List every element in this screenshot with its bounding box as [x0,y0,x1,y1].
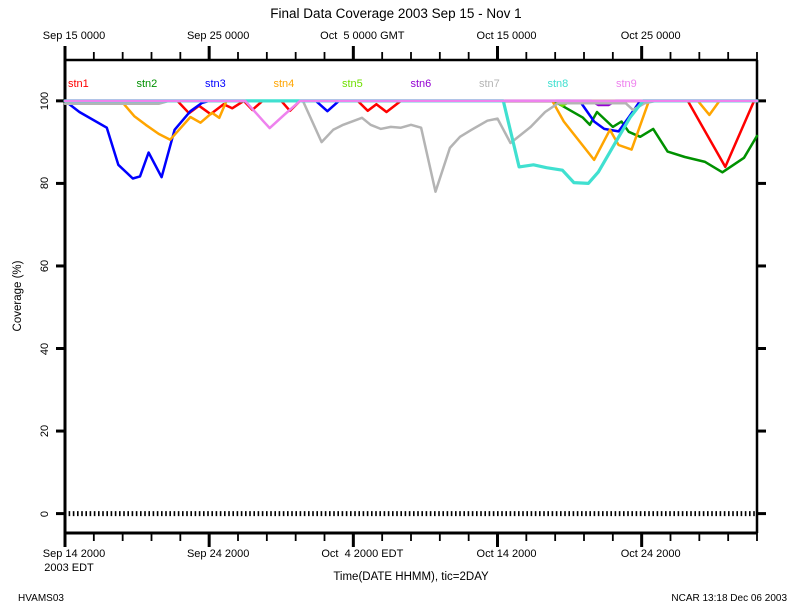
series-line-stn9 [63,99,759,130]
y-axis-tick-label: 0 [39,510,51,517]
legend-item-stn5: stn5 [342,78,363,90]
legend-item-stn7: stn7 [479,78,500,90]
y-axis-tick-label: 40 [39,342,51,355]
credit-timestamp-label: NCAR 13:18 Dec 06 2003 [671,593,787,604]
bottom-axis-tick-label: Oct 24 2000 [620,548,681,560]
bottom-axis-tick-label: Sep 24 2000 [186,548,250,560]
bottom-axis-tick-label2: 2003 EDT [44,562,94,574]
series-line-stn8 [63,99,759,185]
y-axis-tick-label: 100 [39,91,51,111]
legend-item-stn9: stn9 [616,78,637,90]
top-axis-tick-label: Oct 25 0000 [620,30,681,42]
bottom-axis-tick-label: Sep 14 2000 [42,548,106,560]
top-axis-tick-label: Sep 15 0000 [42,30,106,42]
legend-item-stn4: stn4 [273,78,295,90]
x-axis-title: Time(DATE HHMM), tic=2DAY [333,571,489,583]
series-line-stn7 [63,99,759,193]
top-axis-tick-label: Oct 15 0000 [476,30,537,42]
y-axis-tick-label: 80 [39,177,51,190]
legend-item-stn1: stn1 [68,78,89,90]
project-id-label: HVAMS03 [18,593,64,604]
y-axis-tick-label: 60 [39,259,51,273]
legend-item-stn3: stn3 [205,78,226,90]
series-line-stn2 [63,99,759,174]
legend-item-stn2: stn2 [136,78,158,90]
y-axis-tick-label: 20 [39,424,51,438]
bottom-axis-tick-label: Oct 4 2000 EDT [321,548,404,560]
legend-item-stn8: stn8 [547,78,569,90]
bottom-axis-tick-label: Oct 14 2000 [476,548,537,560]
series-line-stn1 [63,99,759,169]
legend-item-stn6: stn6 [410,78,432,90]
top-axis-tick-label: Oct 5 0000 GMT [320,30,405,42]
chart-title: Final Data Coverage 2003 Sep 15 - Nov 1 [270,6,522,21]
top-axis-tick-label: Sep 25 0000 [186,30,250,42]
